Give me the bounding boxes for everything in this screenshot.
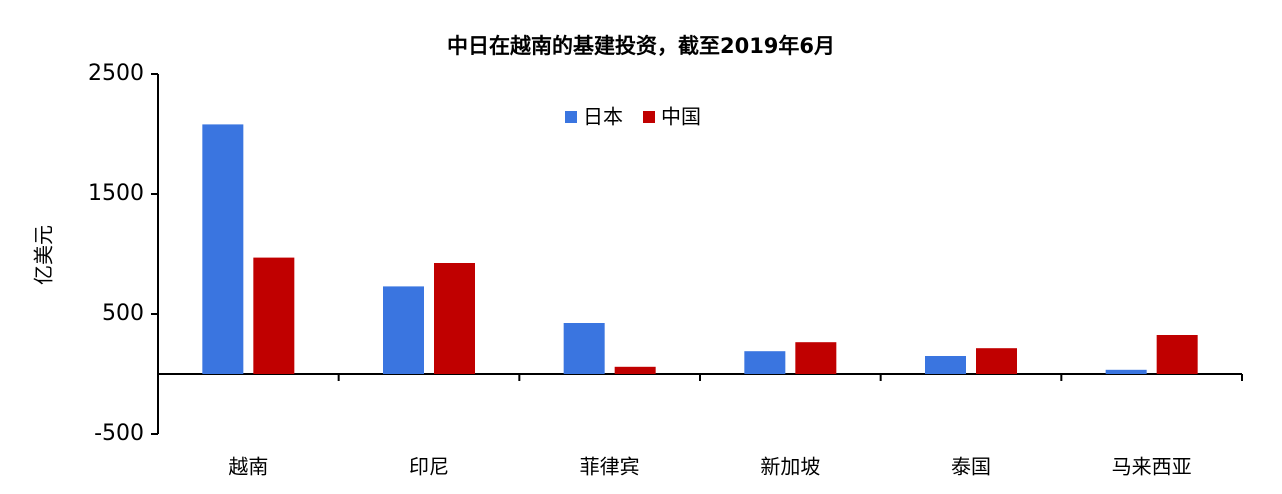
bar xyxy=(1105,369,1147,374)
bar xyxy=(383,286,424,374)
legend-swatch xyxy=(565,111,577,123)
legend-label: 中国 xyxy=(661,105,701,129)
y-tick-label: 2500 xyxy=(88,61,144,86)
y-tick-label: 1500 xyxy=(88,181,144,206)
x-tick-label: 马来西亚 xyxy=(1112,455,1192,479)
bar xyxy=(744,351,786,374)
bar xyxy=(1156,335,1198,374)
legend-swatch xyxy=(643,111,655,123)
legend-label: 日本 xyxy=(583,105,623,129)
y-tick-label: 500 xyxy=(102,301,144,326)
x-tick-label: 印尼 xyxy=(409,455,449,479)
x-tick-label: 菲律宾 xyxy=(580,455,640,479)
bar xyxy=(925,356,966,374)
y-axis-label: 亿美元 xyxy=(32,225,56,285)
bar xyxy=(614,366,656,374)
chart-title: 中日在越南的基建投资，截至2019年6月 xyxy=(447,34,835,58)
bar xyxy=(976,348,1017,374)
x-tick-label: 越南 xyxy=(228,455,268,479)
x-tick-label: 新加坡 xyxy=(760,455,820,479)
bar xyxy=(563,323,605,374)
bar xyxy=(202,124,244,375)
x-tick-label: 泰国 xyxy=(951,455,991,479)
bar xyxy=(434,263,475,374)
bar xyxy=(795,342,837,374)
bar xyxy=(253,257,295,374)
y-tick-label: -500 xyxy=(94,421,144,446)
